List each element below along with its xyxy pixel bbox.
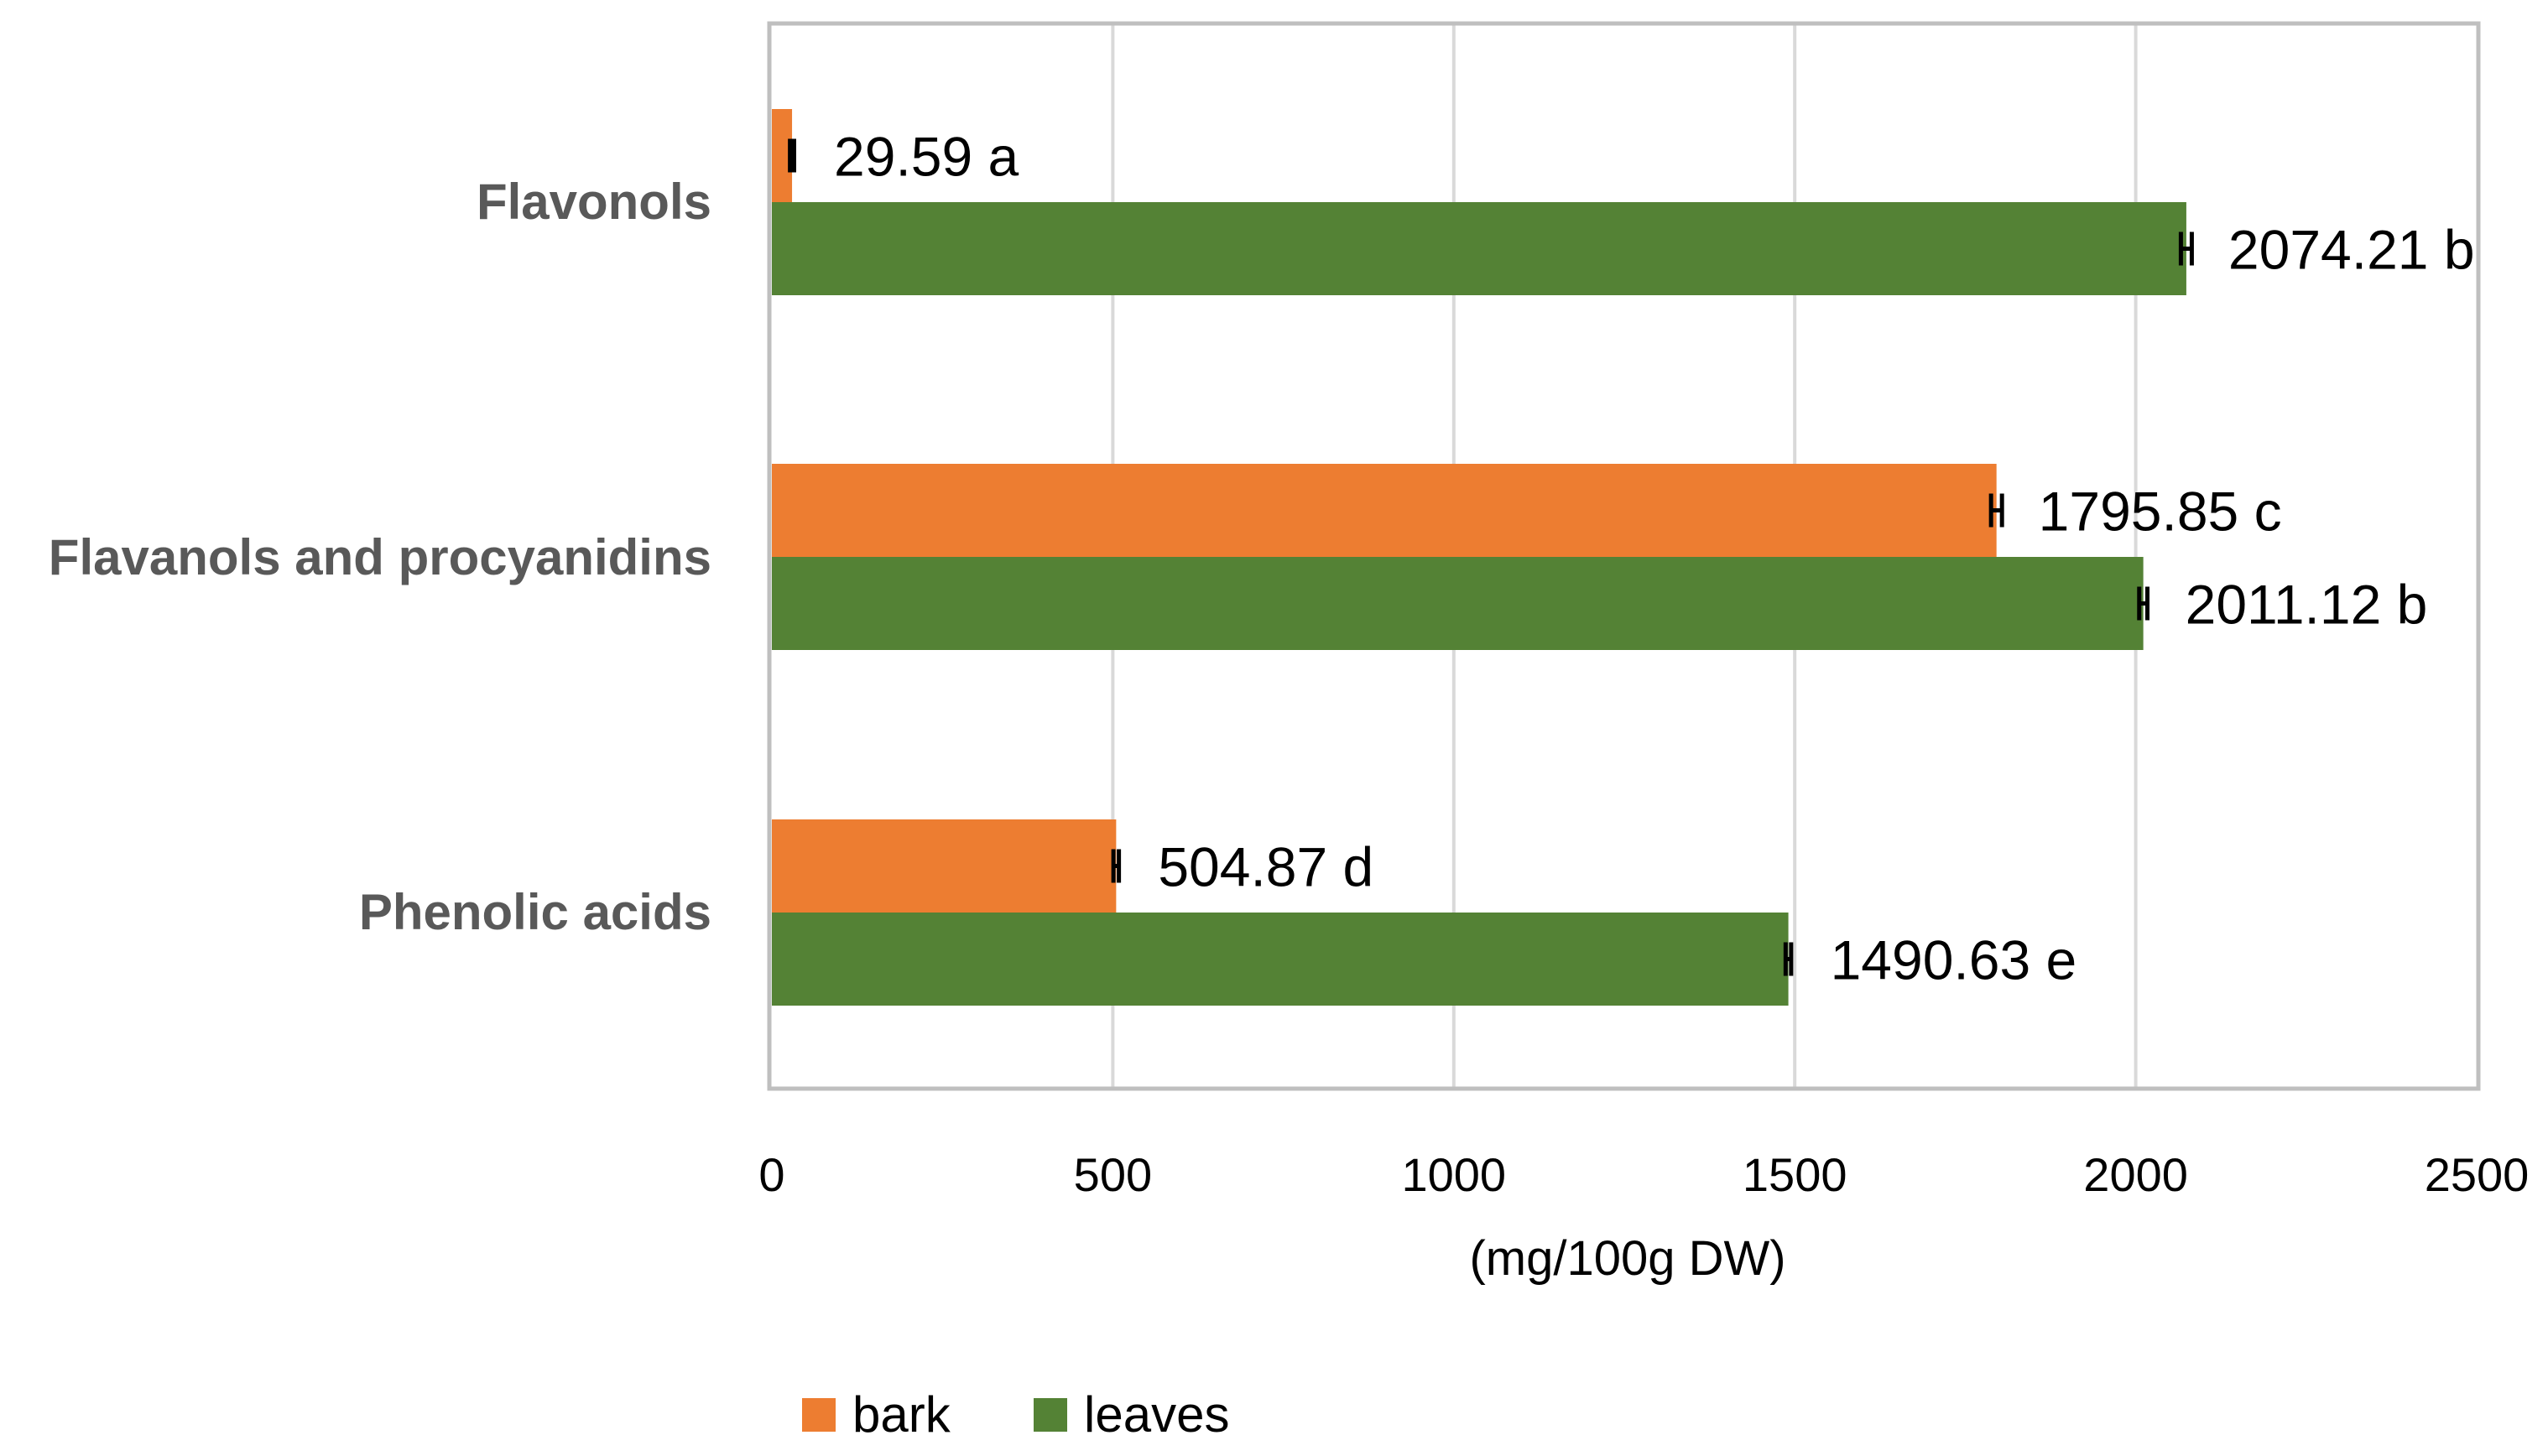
category-label: Flavonols xyxy=(477,174,711,230)
category-label: Phenolic acids xyxy=(359,884,711,940)
x-tick-label: 0 xyxy=(758,1148,784,1201)
error-bar xyxy=(1111,849,1122,883)
error-bar xyxy=(1988,493,2004,528)
plot-frame xyxy=(767,21,2481,1091)
x-tick-label: 1500 xyxy=(1743,1148,1847,1201)
data-label: 29.59 a xyxy=(834,126,1019,188)
bar-leaves xyxy=(772,557,2144,650)
legend-swatch xyxy=(802,1398,836,1432)
error-bar xyxy=(788,138,796,173)
data-label: 504.87 d xyxy=(1158,836,1373,898)
error-bars xyxy=(788,138,2194,976)
data-label: 1795.85 c xyxy=(2039,481,2282,543)
legend-label: leaves xyxy=(1084,1386,1229,1443)
bar-bark xyxy=(772,464,1997,557)
legend-item-bark: bark xyxy=(802,1386,951,1443)
bar-leaves xyxy=(772,913,1789,1006)
error-bar xyxy=(1783,942,1794,976)
legend-item-leaves: leaves xyxy=(1034,1386,1229,1443)
legend-label: bark xyxy=(852,1386,951,1443)
bar-leaves xyxy=(772,202,2186,295)
data-label: 1490.63 e xyxy=(1831,929,2077,991)
category-labels: Flavonols Flavanols and procyanidins Pheno… xyxy=(49,174,711,940)
x-tick-label: 2500 xyxy=(2425,1148,2530,1201)
legend: bark leaves xyxy=(802,1386,1229,1443)
x-axis-title: (mg/100g DW) xyxy=(1469,1231,1785,1286)
data-labels: 29.59 a 2074.21 b 1795.85 c 2011.12 b 504.87… xyxy=(834,126,2474,991)
bar-bark xyxy=(772,819,1117,913)
legend-swatch xyxy=(1034,1398,1067,1432)
x-tick-label: 500 xyxy=(1074,1148,1152,1201)
x-tick-labels: 0 500 1000 1500 2000 2500 xyxy=(758,1148,2529,1201)
category-label: Flavanols and procyanidins xyxy=(49,529,711,585)
data-label: 2074.21 b xyxy=(2228,219,2475,281)
x-tick-label: 2000 xyxy=(2083,1148,2188,1201)
data-label: 2011.12 b xyxy=(2186,574,2428,636)
error-bar xyxy=(2178,231,2194,266)
error-bar xyxy=(2137,586,2150,621)
x-tick-label: 1000 xyxy=(1402,1148,1507,1201)
bars xyxy=(772,109,2186,1006)
